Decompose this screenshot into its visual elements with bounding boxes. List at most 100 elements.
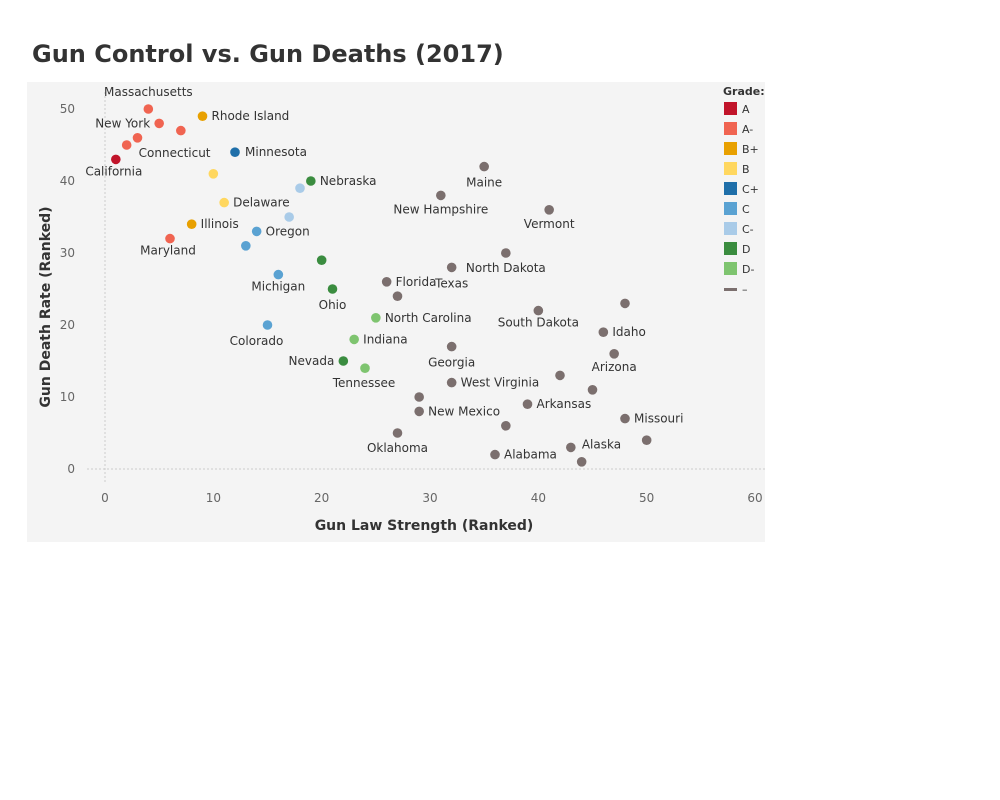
point-label-maine: Maine [466,176,502,190]
point-oregon[interactable] [251,226,262,237]
legend-swatch [724,102,737,115]
point-california[interactable] [111,154,121,165]
point-unlabeled-39[interactable] [587,385,598,395]
point-unlabeled-17[interactable] [316,255,327,265]
x-tick-label: 50 [639,491,654,505]
point-label-florida: Florida [396,275,437,289]
legend-item: D- [724,262,754,276]
point-unlabeled-9[interactable] [295,183,305,193]
point-label-nebraska: Nebraska [320,174,377,188]
point-unlabeled-40[interactable] [414,392,424,402]
point-label-arizona: Arizona [592,360,637,374]
point-missouri[interactable] [620,413,630,424]
point-new-mexico[interactable] [414,406,424,417]
point-unlabeled-4[interactable] [132,133,143,143]
point-idaho[interactable] [598,327,609,337]
x-tick-label: 30 [422,491,437,505]
point-label-alaska: Alaska [582,437,621,451]
point-label-new-hampshire: New Hampshire [393,202,488,216]
point-unlabeled-37[interactable] [555,370,565,381]
point-florida[interactable] [381,277,392,287]
point-rhode-island[interactable] [197,111,208,121]
point-labels-layer: Massachusetts New York Rhode Island Connect… [85,85,683,462]
point-vermont[interactable] [544,205,554,215]
point-unlabeled-8[interactable] [208,169,219,179]
point-label-alabama: Alabama [504,448,557,462]
legend-item: C- [724,222,754,236]
x-tick-label: 0 [101,491,109,505]
point-unlabeled-3[interactable] [176,125,186,136]
point-nebraska[interactable] [306,176,316,186]
point-label-arkansas: Arkansas [537,397,592,411]
x-axis-title: Gun Law Strength (Ranked) [315,518,534,534]
point-label-rhode-island: Rhode Island [212,109,290,123]
point-label-missouri: Missouri [634,412,683,426]
y-tick-label: 50 [60,102,75,116]
point-south-dakota[interactable] [533,305,544,316]
legend-label: D [742,243,750,256]
point-michigan[interactable] [273,269,284,280]
legend-swatch [724,222,737,235]
point-label-ohio: Ohio [319,298,347,312]
legend-swatch [724,162,737,175]
point-arkansas[interactable] [522,399,533,410]
legend-label: C [742,203,750,216]
legend-swatch [724,122,737,135]
point-oklahoma[interactable] [392,428,403,438]
point-north-dakota[interactable] [501,248,511,258]
point-label-michigan: Michigan [251,280,305,294]
y-tick-label: 0 [67,462,75,476]
point-label-nevada: Nevada [289,354,335,368]
x-tick-label: 20 [314,491,329,505]
point-nevada[interactable] [338,356,349,366]
y-tick-label: 30 [60,246,75,260]
point-arizona[interactable] [609,349,619,359]
point-new-hampshire[interactable] [436,190,446,201]
point-new-york[interactable] [154,118,164,129]
legend-swatch [724,288,737,291]
point-unlabeled-16[interactable] [241,241,251,251]
point-unlabeled-49[interactable] [576,457,587,467]
point-indiana[interactable] [349,334,359,345]
point-alaska[interactable] [566,442,576,453]
point-label-georgia: Georgia [428,356,475,370]
legend-label: B [742,163,750,176]
legend-label: C- [742,223,754,236]
point-connecticut[interactable] [121,140,132,150]
y-tick-label: 40 [60,174,75,188]
point-massachusetts[interactable] [143,104,154,114]
legend-item: A- [724,122,753,136]
point-delaware[interactable] [219,197,229,208]
point-georgia[interactable] [446,341,457,352]
point-west-virginia[interactable] [446,377,457,388]
point-label-north-carolina: North Carolina [385,311,472,325]
legend-label: C+ [742,183,759,196]
point-label-illinois: Illinois [201,217,239,231]
legend-title: Grade: [723,85,765,98]
point-tennessee[interactable] [360,363,370,374]
legend-label: A- [742,123,753,136]
legend-item: – [724,283,748,296]
point-label-maryland: Maryland [140,244,196,258]
point-illinois[interactable] [186,219,197,229]
point-maine[interactable] [479,161,489,172]
point-minnesota[interactable] [230,147,240,157]
point-north-carolina[interactable] [371,313,381,323]
point-maryland[interactable] [165,233,175,244]
point-label-idaho: Idaho [612,325,645,339]
point-alabama[interactable] [490,449,500,460]
legend-swatch [724,262,737,275]
chart-background [27,82,765,542]
point-unlabeled-46[interactable] [641,435,652,446]
point-label-massachusetts: Massachusetts [104,85,193,99]
point-ohio[interactable] [327,284,338,294]
point-unlabeled-33[interactable] [620,298,630,309]
point-colorado[interactable] [262,320,273,330]
point-unlabeled-44[interactable] [501,421,511,431]
point-unlabeled-12[interactable] [284,212,294,222]
y-tick-label: 20 [60,318,75,332]
point-texas[interactable] [446,262,457,273]
legend-swatch [724,182,737,195]
point-unlabeled-31[interactable] [392,291,403,301]
point-label-indiana: Indiana [363,332,407,346]
